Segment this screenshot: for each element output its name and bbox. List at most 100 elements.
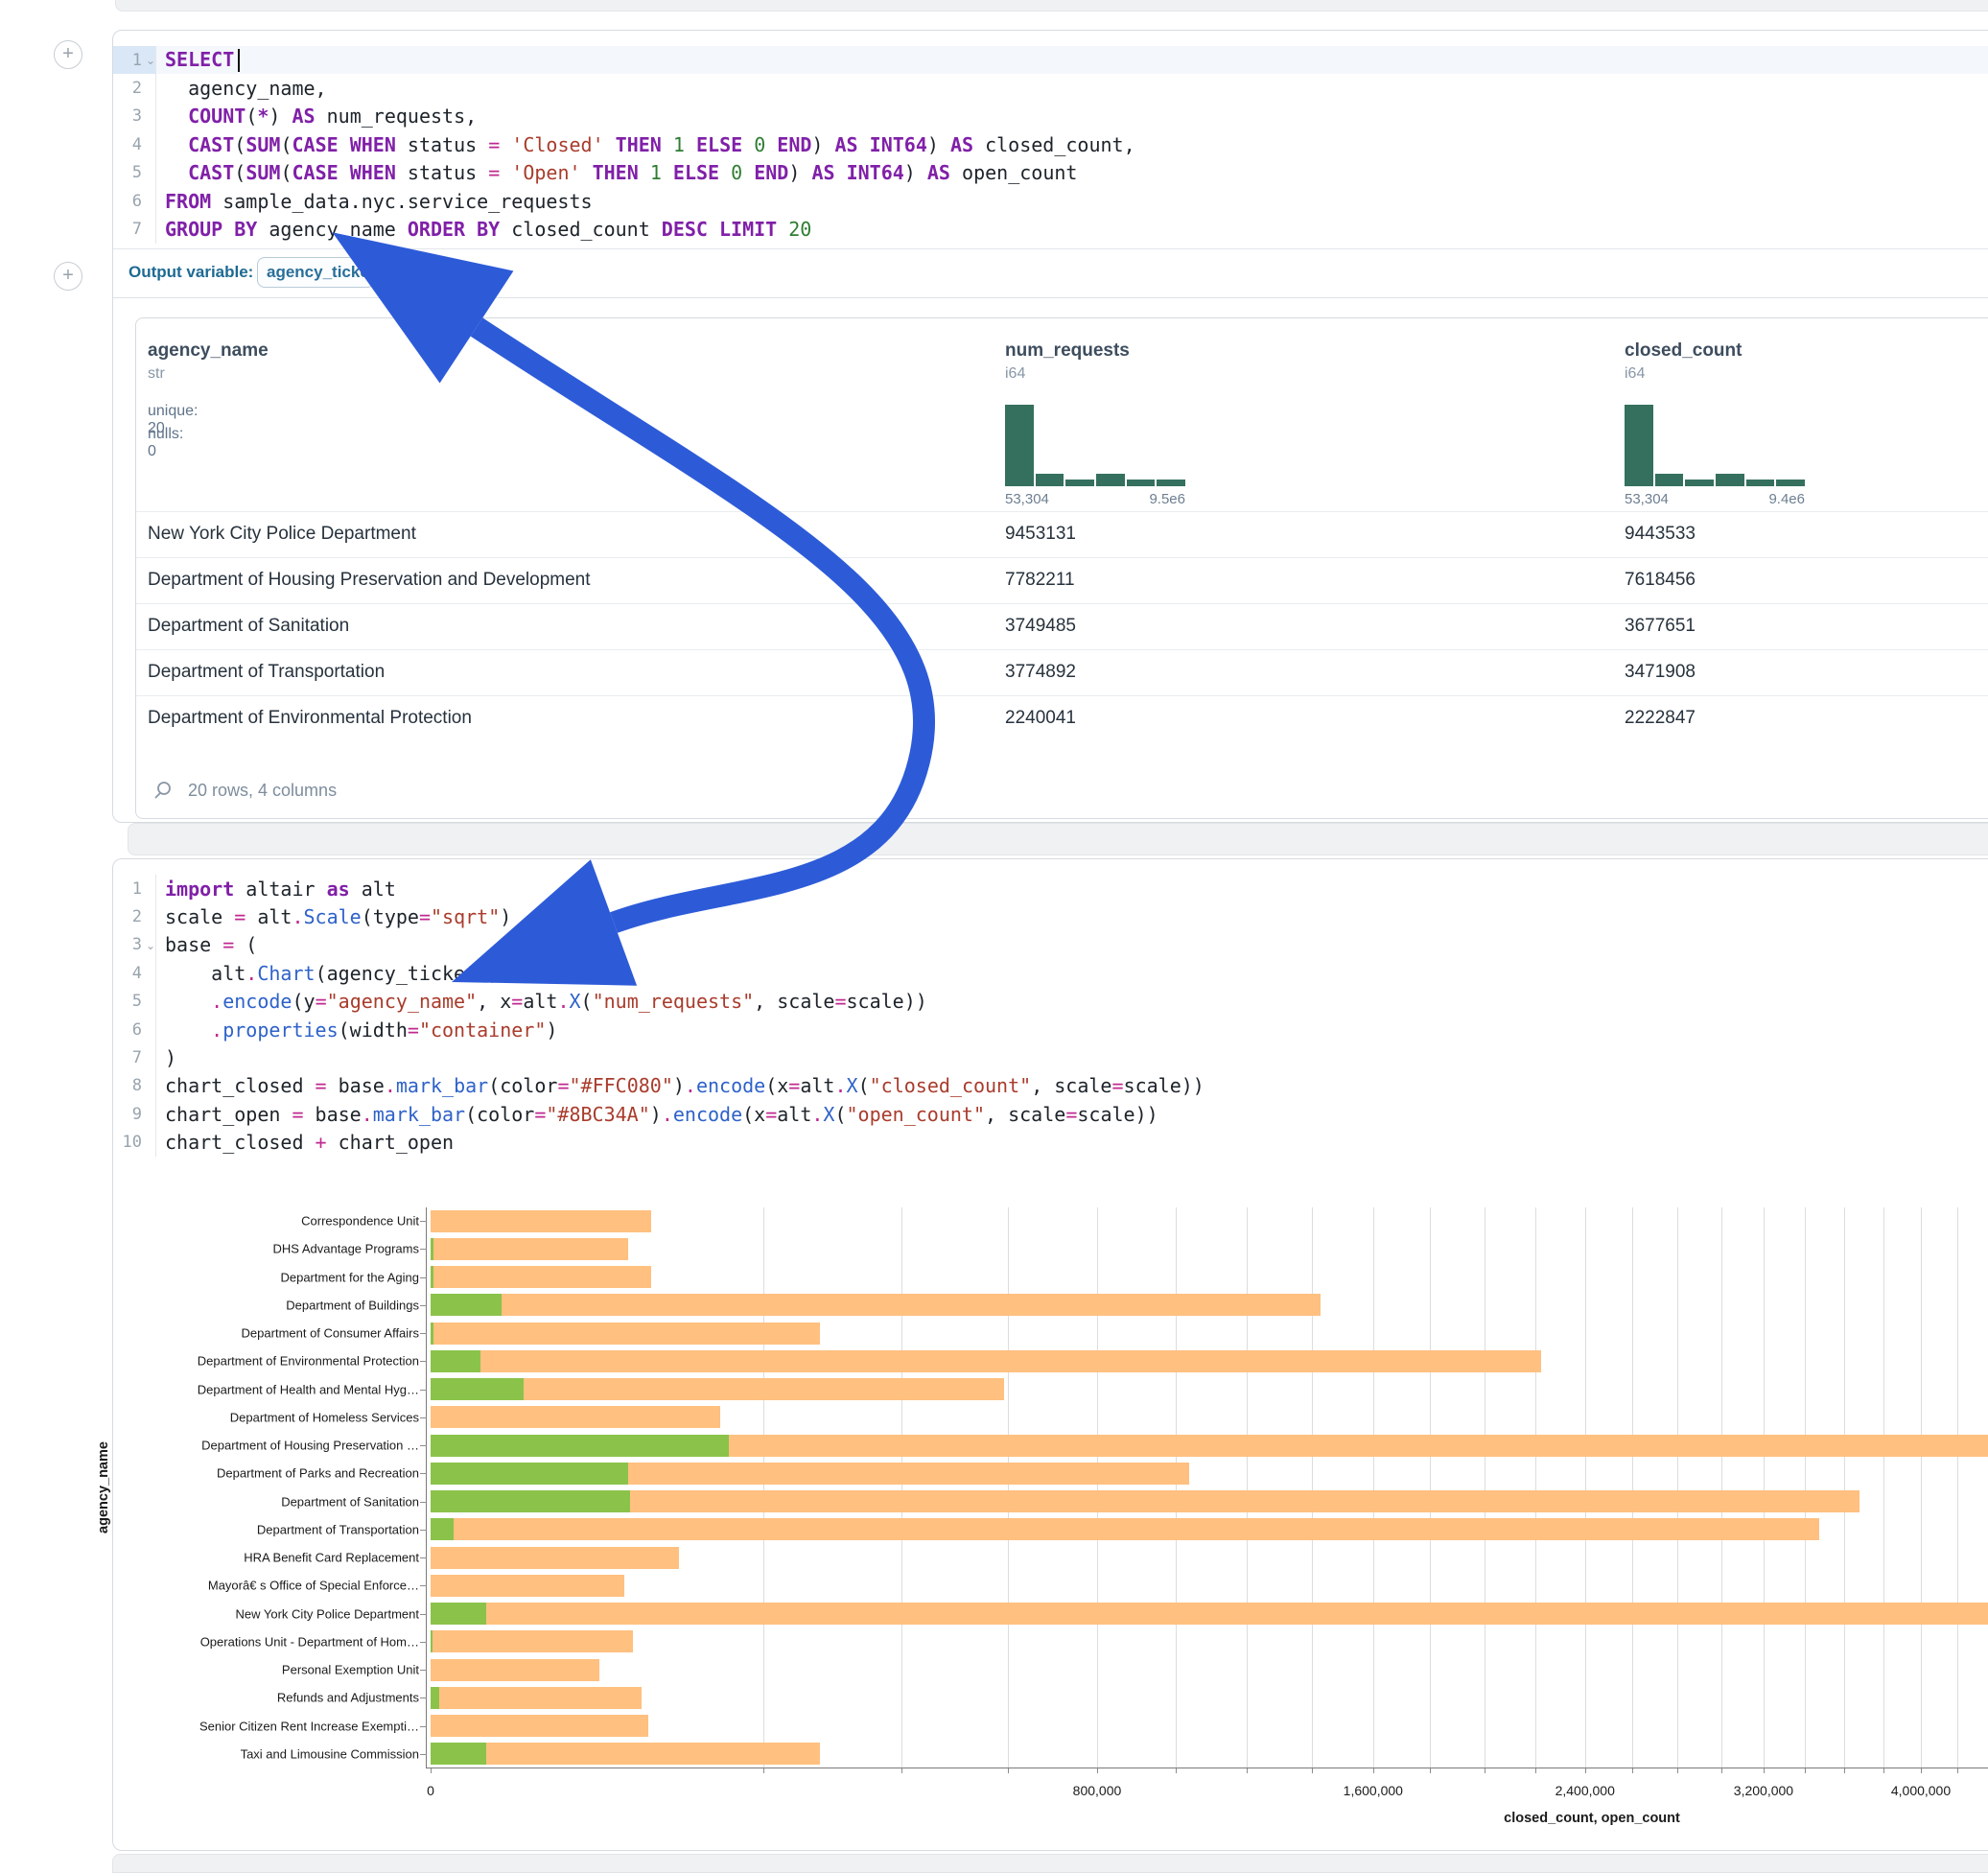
table-cell: 7782211 (1005, 570, 1075, 590)
histogram-bar (1126, 480, 1156, 486)
table-cell: 3749485 (1005, 616, 1076, 636)
code-line[interactable]: 10 chart_closed + chart_open (113, 1128, 1988, 1157)
code-text: CAST(SUM(CASE WHEN status = 'Closed' THE… (188, 132, 1135, 156)
code-line[interactable]: 6 FROM sample_data.nyc.service_requests (113, 186, 1988, 216)
histogram-bar (1065, 480, 1095, 486)
line-number-gutter: 7 (113, 215, 156, 244)
sql-code-editor[interactable]: 1 ⌄ SELECT 2 agency_name, 3 COUNT(*) AS num_… (113, 46, 1988, 244)
histogram-bar (1745, 480, 1775, 486)
code-line[interactable]: 4 CAST(SUM(CASE WHEN status = 'Closed' T… (113, 130, 1988, 159)
python-cell: 1 import altair as alt 2 scale = alt.Scale(… (112, 858, 1988, 1851)
table-row: Department of Environmental Protection 22… (136, 695, 1988, 741)
code-line[interactable]: 2 scale = alt.Scale(type="sqrt") (113, 902, 1988, 931)
python-code-editor[interactable]: 1 import altair as alt 2 scale = alt.Scale(… (113, 875, 1988, 1157)
table-cell: Department of Housing Preservation and D… (148, 570, 591, 590)
line-number-gutter: 5 (113, 987, 156, 1016)
column-type: i64 (1625, 365, 1646, 382)
code-line[interactable]: 3 COUNT(*) AS num_requests, (113, 102, 1988, 131)
table-row: Department of Housing Preservation and D… (136, 557, 1988, 603)
column-null-count: nulls: 0 (148, 426, 184, 459)
histogram-bar (1096, 474, 1125, 486)
next-cell-edge (112, 1854, 1988, 1873)
code-text: COUNT(*) AS num_requests, (188, 105, 478, 129)
output-variable-pill[interactable]: agency_tickets (257, 257, 375, 288)
table-row: Department of Transportation 3774892 34719… (136, 649, 1988, 695)
column-histogram (1005, 405, 1186, 486)
fold-chevron-icon[interactable]: ⌄ (145, 54, 155, 67)
code-line[interactable]: 3 ⌄ base = ( (113, 930, 1988, 960)
table-cell: Department of Environmental Protection (148, 708, 472, 728)
table-cell: Department of Sanitation (148, 616, 350, 636)
code-line[interactable]: 7) (113, 1043, 1988, 1072)
fold-chevron-icon[interactable]: ⌄ (145, 938, 155, 952)
code-line[interactable]: 1 import altair as alt (113, 875, 1988, 903)
table-cell: 7618456 (1625, 570, 1696, 590)
line-number-gutter: 3 ⌄ (113, 930, 156, 960)
code-text: FROM sample_data.nyc.service_requests (165, 189, 593, 213)
results-table: agency_name str unique: 20 nulls: 0 num_… (135, 317, 1988, 819)
column-title: num_requests (1005, 340, 1130, 361)
histogram-bar (1654, 474, 1684, 486)
line-number-gutter: 7 (113, 1043, 156, 1072)
code-line[interactable]: 6 .properties(width="container") (113, 1015, 1988, 1044)
collapsed-cell-edge (128, 823, 1988, 855)
search-icon[interactable] (153, 781, 173, 800)
add-cell-button-top[interactable]: + (54, 40, 82, 69)
table-cell: 9453131 (1005, 524, 1076, 544)
chart-x-axis-title: closed_count, open_count (1504, 1811, 1680, 1826)
code-line[interactable]: 2 agency_name, (113, 74, 1988, 103)
histogram-bar (1157, 480, 1186, 486)
sql-cell: 1 ⌄ SELECT 2 agency_name, 3 COUNT(*) AS num_… (112, 30, 1988, 823)
row-count-summary: 20 rows, 4 columns (188, 780, 338, 800)
table-cell: 2222847 (1625, 708, 1696, 728)
column-histogram (1625, 405, 1806, 486)
code-text: scale = alt.Scale(type="sqrt") (165, 905, 512, 929)
histogram-min-label: 53,304 (1005, 491, 1049, 507)
line-number-gutter: 8 (113, 1071, 156, 1101)
code-text: agency_name, (165, 77, 327, 101)
table-row: Department of Sanitation 3749485 3677651 (136, 603, 1988, 649)
histogram-bar (1716, 474, 1744, 486)
add-cell-button-output[interactable]: + (54, 262, 82, 291)
code-line[interactable]: 8 chart_closed = base.mark_bar(color="#FF… (113, 1071, 1988, 1101)
table-cell: 3677651 (1625, 616, 1696, 636)
histogram-bar (1776, 480, 1806, 486)
code-text: base = ( (165, 933, 258, 957)
chart-y-axis-title: agency_name (95, 1441, 111, 1534)
line-number-gutter: 6 (113, 186, 156, 216)
code-text: SELECT (156, 48, 241, 73)
histogram-max-label: 9.5e6 (1149, 491, 1185, 507)
code-line[interactable]: 5 .encode(y="agency_name", x=alt.X("num_… (113, 987, 1988, 1016)
line-number-gutter: 9 (113, 1100, 156, 1129)
histogram-max-label: 9.4e6 (1768, 491, 1805, 507)
line-number-gutter: 1 (113, 875, 156, 903)
code-text: chart_open = base.mark_bar(color="#8BC34… (165, 1102, 1158, 1126)
code-line[interactable]: 1 ⌄ SELECT (113, 46, 1988, 75)
table-cell: Department of Transportation (148, 662, 386, 682)
table-cell: 3471908 (1625, 662, 1696, 682)
line-number-gutter: 6 (113, 1015, 156, 1044)
column-title: agency_name (148, 340, 269, 361)
table-cell: 9443533 (1625, 524, 1696, 544)
code-text: ) (165, 1046, 177, 1070)
histogram-bar (1035, 474, 1064, 486)
line-number-gutter: 10 (113, 1128, 156, 1157)
code-text: .properties(width="container") (211, 1018, 558, 1042)
code-text: GROUP BY agency_name ORDER BY closed_cou… (165, 218, 812, 242)
code-line[interactable]: 7 GROUP BY agency_name ORDER BY closed_co… (113, 215, 1988, 244)
column-title: closed_count (1625, 340, 1742, 361)
code-text: alt.Chart(agency_tickets) (165, 961, 501, 985)
text-cursor (238, 49, 241, 73)
code-text: chart_closed + chart_open (165, 1131, 455, 1155)
code-line[interactable]: 4 alt.Chart(agency_tickets) (113, 959, 1988, 988)
histogram-min-label: 53,304 (1625, 491, 1669, 507)
previous-cell-edge (115, 0, 1988, 12)
code-text: .encode(y="agency_name", x=alt.X("num_re… (211, 990, 927, 1014)
code-text: import altair as alt (165, 877, 396, 901)
code-line[interactable]: 9 chart_open = base.mark_bar(color="#8BC3… (113, 1100, 1988, 1129)
table-cell: 2240041 (1005, 708, 1076, 728)
code-line[interactable]: 5 CAST(SUM(CASE WHEN status = 'Open' THE… (113, 158, 1988, 187)
table-footer: 20 rows, 4 columns (136, 771, 337, 809)
table-row: New York City Police Department 9453131 94… (136, 511, 1988, 557)
